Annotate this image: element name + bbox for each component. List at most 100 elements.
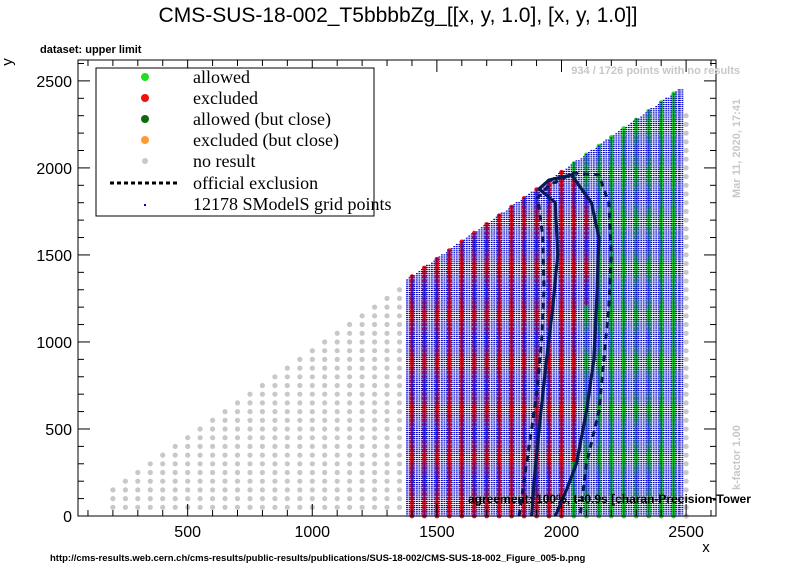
- grid-point: [445, 402, 448, 404]
- grid-point: [436, 285, 438, 287]
- grid-point: [416, 306, 418, 308]
- excluded-point: [409, 326, 415, 332]
- grid-point: [433, 494, 436, 496]
- no-result-point: [160, 452, 166, 458]
- excluded-point: [459, 491, 465, 497]
- grid-point: [431, 436, 433, 438]
- grid-point: [421, 329, 423, 331]
- grid-point: [433, 317, 436, 319]
- grid-point: [448, 281, 451, 283]
- grid-point: [431, 433, 433, 436]
- grid-point: [411, 319, 413, 321]
- grid-point: [406, 327, 408, 329]
- grid-point: [460, 308, 463, 310]
- grid-point: [438, 448, 441, 450]
- grid-point: [406, 436, 408, 438]
- grid-point: [443, 266, 446, 269]
- grid-point: [428, 317, 431, 319]
- grid-point: [421, 335, 423, 337]
- grid-point: [453, 304, 456, 306]
- grid-point: [438, 477, 441, 479]
- grid-point: [411, 277, 413, 279]
- no-result-point: [172, 469, 178, 476]
- grid-point: [450, 469, 453, 471]
- grid-point: [460, 260, 463, 262]
- grid-point: [441, 413, 443, 415]
- grid-point: [450, 406, 453, 408]
- no-result-point: [160, 496, 166, 502]
- grid-point: [408, 377, 411, 379]
- grid-point: [423, 329, 426, 331]
- grid-point: [438, 269, 441, 271]
- grid-point: [426, 279, 428, 281]
- excluded-point: [471, 374, 477, 380]
- grid-point: [423, 358, 426, 360]
- grid-point: [445, 375, 448, 377]
- grid-point: [441, 442, 443, 444]
- grid-point: [433, 358, 436, 360]
- grid-point: [436, 367, 438, 369]
- grid-point: [450, 287, 453, 289]
- grid-point: [460, 319, 463, 321]
- grid-point: [406, 467, 408, 469]
- grid-point: [453, 427, 456, 429]
- grid-point: [418, 448, 421, 450]
- grid-point: [428, 461, 431, 463]
- grid-point: [445, 289, 448, 291]
- no-result-point: [683, 295, 689, 301]
- grid-point: [421, 496, 423, 498]
- grid-point: [433, 321, 436, 323]
- grid-point: [458, 392, 461, 394]
- grid-point: [443, 298, 446, 300]
- no-result-point: [135, 496, 141, 502]
- grid-point: [438, 500, 441, 502]
- no-result-point: [222, 417, 228, 423]
- grid-point: [421, 269, 423, 271]
- no-result-point: [284, 409, 290, 415]
- grid-point: [421, 442, 423, 444]
- grid-point: [458, 513, 461, 515]
- grid-point: [436, 354, 438, 356]
- excluded-point: [409, 274, 415, 280]
- excluded-point: [446, 478, 452, 484]
- grid-point: [423, 273, 426, 275]
- grid-point: [416, 331, 418, 333]
- grid-point: [433, 482, 436, 484]
- grid-point: [443, 415, 446, 417]
- grid-point: [458, 344, 461, 346]
- no-result-point: [297, 443, 303, 449]
- no-result-point: [347, 382, 353, 389]
- grid-point: [421, 348, 423, 350]
- grid-point: [450, 294, 453, 296]
- no-result-point: [297, 452, 303, 458]
- grid-point: [460, 271, 463, 273]
- grid-point: [450, 482, 453, 484]
- grid-point: [418, 325, 421, 327]
- grid-point: [416, 408, 418, 411]
- grid-point: [438, 417, 441, 419]
- grid-point: [411, 502, 413, 505]
- grid-point: [455, 275, 458, 277]
- grid-point: [455, 459, 458, 461]
- grid-point: [411, 392, 413, 394]
- no-result-point: [197, 478, 203, 484]
- grid-point: [418, 444, 421, 446]
- grid-point: [416, 321, 418, 323]
- grid-point: [433, 279, 436, 281]
- grid-point: [408, 333, 411, 335]
- grid-point: [463, 406, 466, 408]
- no-result-point: [210, 443, 216, 449]
- grid-point: [463, 398, 466, 400]
- excluded-point: [422, 491, 427, 497]
- grid-point: [428, 344, 431, 346]
- no-result-point: [396, 409, 403, 415]
- grid-point: [443, 438, 446, 440]
- grid-point: [421, 446, 423, 448]
- grid-point: [406, 379, 408, 381]
- grid-point: [448, 342, 451, 344]
- grid-point: [416, 415, 418, 417]
- grid-point: [411, 325, 413, 327]
- no-result-point: [334, 443, 340, 449]
- grid-point: [455, 438, 458, 440]
- grid-point: [445, 279, 448, 281]
